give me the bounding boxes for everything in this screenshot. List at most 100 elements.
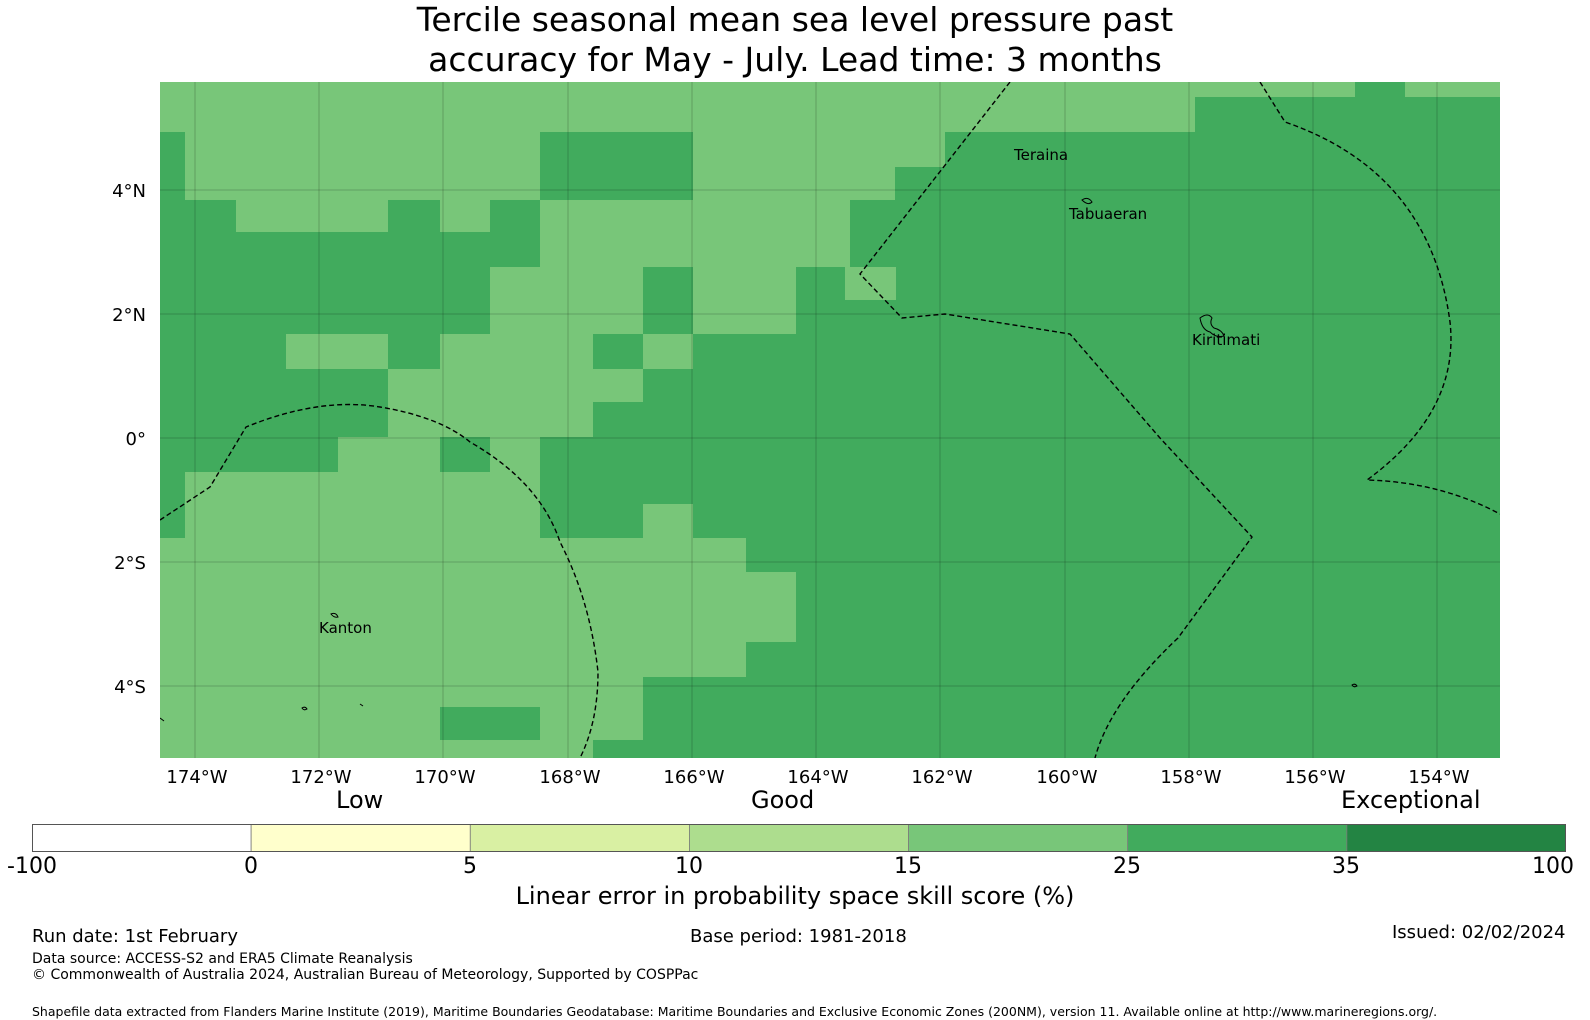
skill-cell-light-extra-2 (593, 707, 643, 740)
skill-cell-dark-0 (160, 132, 185, 200)
label-kiritimati: Kiritimati (1192, 331, 1261, 349)
skill-cell-18 (286, 334, 388, 369)
skill-cell-7 (895, 132, 945, 167)
skill-cell-19 (440, 334, 593, 369)
skill-cell-11 (693, 200, 850, 232)
skill-cell-30 (643, 538, 746, 572)
data-source: Data source: ACCESS-S2 and ERA5 Climate … (32, 951, 413, 967)
island-tabuaeran (1081, 197, 1093, 205)
run-date: Run date: 1st February (32, 926, 238, 947)
skill-cell-dark-19 (896, 232, 945, 267)
skill-cell-dark-13 (160, 437, 338, 472)
skill-cell-dark-4 (160, 200, 236, 267)
lon-tick-170w: 170°W (414, 767, 476, 788)
island-small-2 (359, 703, 364, 707)
cb-tick-15: 15 (894, 854, 922, 879)
islands (160, 197, 1358, 722)
skill-cell-dark-6 (388, 200, 440, 232)
skill-cell-0 (160, 82, 540, 132)
skill-cell-9 (440, 200, 490, 232)
island-small-3 (1351, 683, 1358, 688)
cb-tick-25: 25 (1113, 854, 1141, 879)
lon-tick-158w: 158°W (1160, 767, 1222, 788)
lat-tick-4n: 4°N (112, 181, 146, 202)
skill-cell-dark-26 (440, 437, 490, 472)
skill-cell-dark-10 (388, 334, 440, 369)
lon-tick-162w: 162°W (911, 767, 973, 788)
skill-cell-29 (643, 504, 693, 538)
label-kanton: Kanton (319, 619, 372, 637)
graticule (160, 82, 1500, 758)
lon-tick-166w: 166°W (663, 767, 725, 788)
skill-cell-32 (643, 642, 746, 677)
lon-tick-164w: 164°W (787, 767, 849, 788)
skill-cell-dark-1 (540, 132, 693, 167)
skill-cell-31 (643, 572, 796, 642)
skill-cell-dark-23 (746, 402, 796, 437)
skill-cell-dark-28 (746, 642, 796, 677)
colorbar (32, 824, 1566, 852)
skill-cell-27 (185, 504, 540, 538)
colorbar-segment-2 (469, 824, 690, 852)
lon-tick-168w: 168°W (539, 767, 601, 788)
skill-cell-dark-12 (160, 369, 388, 437)
title-line-2: accuracy for May - July. Lead time: 3 mo… (428, 40, 1162, 79)
skill-cell-3 (1195, 82, 1355, 97)
colorbar-segment-4 (908, 824, 1129, 852)
colorbar-segment-3 (689, 824, 909, 852)
cb-tick-10: 10 (675, 854, 703, 879)
lat-tick-0: 0° (125, 429, 146, 450)
lon-tick-172w: 172°W (290, 767, 352, 788)
cb-tick-100: 100 (1532, 854, 1574, 879)
colorbar-segment-1 (250, 824, 471, 852)
skill-cell-1 (540, 82, 1050, 132)
colorbar-segment-0 (32, 824, 252, 852)
label-teraina: Teraina (1014, 146, 1069, 164)
cb-tick-minus100: -100 (7, 854, 57, 879)
skill-cell-dark-27 (440, 707, 540, 740)
base-period: Base period: 1981-2018 (690, 926, 907, 947)
skill-cell-light-extra-1 (540, 707, 593, 740)
eez-boundaries (160, 82, 1500, 758)
colorbar-frame (32, 824, 1566, 852)
skill-cell-24 (286, 472, 540, 504)
lon-tick-154w: 154°W (1408, 767, 1470, 788)
skill-cell-dark-5 (236, 232, 388, 267)
shapefile-credit: Shapefile data extracted from Flanders M… (32, 1004, 1438, 1019)
skill-cell-dark-15 (160, 504, 185, 538)
skill-cell-2 (1050, 82, 1195, 132)
skill-cell-5 (185, 132, 540, 200)
skill-cell-25 (185, 472, 286, 504)
skill-cell-4 (1405, 82, 1500, 97)
lat-tick-2s: 2°S (114, 553, 146, 574)
issued-date: Issued: 02/02/2024 (1392, 922, 1566, 943)
skill-cell-dark-8 (160, 267, 490, 334)
skill-grid (160, 82, 1500, 758)
skill-cell-21 (388, 369, 593, 437)
lat-tick-2n: 2°N (112, 305, 146, 326)
skill-cell-dark-2 (593, 167, 693, 200)
skill-cell-8 (236, 200, 388, 232)
lon-tick-160w: 160°W (1036, 767, 1098, 788)
island-small-1 (301, 706, 308, 711)
skill-cell-dark-22 (693, 402, 746, 437)
skill-cell-15 (693, 267, 796, 334)
lon-tick-156w: 156°W (1284, 767, 1346, 788)
lon-tick-174w: 174°W (166, 767, 228, 788)
qual-low: Low (336, 786, 384, 814)
map-title: Tercile seasonal mean sea level pressure… (0, 0, 1590, 80)
title-line-1: Tercile seasonal mean sea level pressure… (416, 0, 1174, 39)
skill-cell-dark-14 (160, 472, 185, 504)
qual-good: Good (751, 786, 815, 814)
cb-tick-5: 5 (463, 854, 477, 879)
skill-cell-dark-30 (593, 740, 643, 758)
skill-cell-dark-24 (643, 402, 693, 437)
island-small-4 (160, 717, 165, 722)
skill-cell-dark-25 (593, 402, 643, 437)
skill-cell-dark-18 (540, 472, 590, 504)
skill-cell-dark-20 (796, 334, 850, 369)
skill-cell-light-extra-0 (846, 267, 896, 300)
label-tabuaeran: Tabuaeran (1069, 205, 1148, 223)
qual-exceptional: Exceptional (1341, 786, 1481, 814)
island-kanton (330, 612, 339, 618)
